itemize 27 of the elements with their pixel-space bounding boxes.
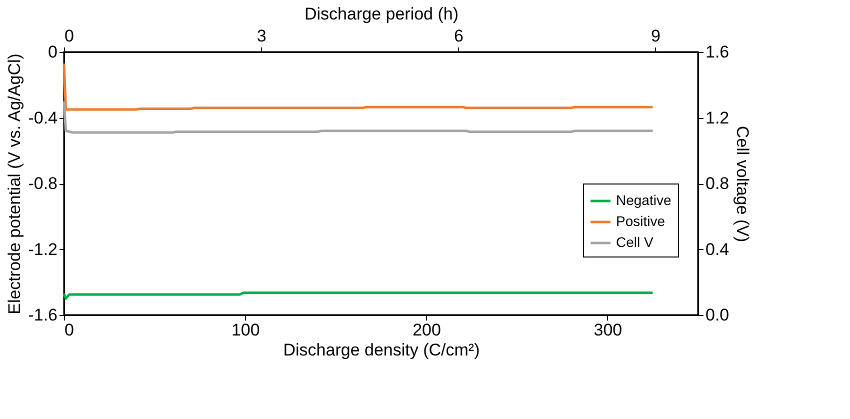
legend-label: Positive — [616, 213, 666, 229]
y-tick-label: -1.2 — [28, 240, 58, 259]
line-series — [62, 100, 654, 134]
y-tick-label: -0.8 — [28, 174, 58, 193]
x-tick-label: 100 — [231, 320, 260, 340]
y-tick-label: -1.6 — [28, 306, 58, 324]
x-tick-label: 300 — [594, 320, 622, 340]
y-axis-title: Electrode potential (V vs. Ag/AgCl) — [5, 54, 24, 314]
x-tick-label: 200 — [412, 320, 441, 340]
y2-tick-label: 0.4 — [706, 240, 730, 259]
y2-tick-label: 0.0 — [706, 306, 730, 324]
x-axis-title: Discharge density (C/cm²) — [283, 340, 480, 360]
y2-tick-label: 1.2 — [706, 108, 730, 128]
y2-tick-label: 0.8 — [706, 174, 730, 193]
legend-label: Cell V — [616, 234, 654, 250]
x-tick-label: 0 — [64, 320, 74, 340]
x2-tick-label: 9 — [651, 26, 661, 46]
y2-axis-title: Cell voltage (V) — [733, 126, 752, 242]
line-series — [62, 62, 654, 111]
x2-axis-title: Discharge period (h) — [304, 4, 459, 24]
legend-label: Negative — [616, 192, 672, 208]
x2-tick-label: 6 — [454, 26, 464, 46]
y2-tick-label: 1.6 — [706, 42, 730, 62]
x2-tick-label: 0 — [64, 26, 74, 46]
y-tick-label: -0.4 — [28, 108, 58, 128]
y-tick-label: 0 — [48, 42, 58, 62]
x2-tick-label: 3 — [256, 26, 266, 46]
